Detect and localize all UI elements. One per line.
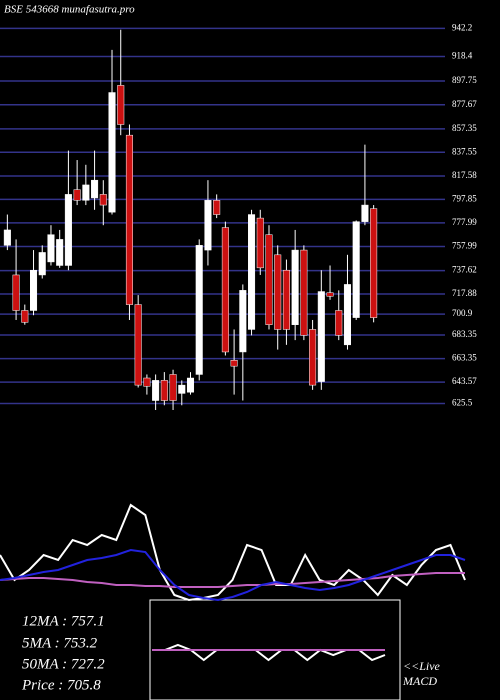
candle-body (82, 184, 90, 201)
candle-body (108, 92, 116, 213)
y-tick-label: 857.35 (452, 123, 477, 133)
candle-body (3, 229, 11, 246)
y-tick-label: 777.99 (452, 217, 477, 227)
candle-body (64, 194, 72, 266)
candle-body (213, 200, 221, 215)
candle-body (117, 85, 125, 125)
y-tick-label: 797.85 (452, 193, 477, 203)
candle-body (47, 234, 55, 263)
candle-body (370, 208, 378, 318)
candle-body (134, 304, 142, 386)
y-tick-label: 757.99 (452, 241, 477, 251)
candle-body (143, 377, 151, 387)
candle-body (186, 377, 195, 393)
candle-body (239, 290, 247, 353)
y-tick-label: 737.62 (452, 265, 477, 275)
stat: 5MA : 753.2 (22, 635, 98, 651)
candle-body (274, 254, 282, 330)
candle-body (256, 217, 264, 269)
y-tick-label: 683.35 (452, 329, 477, 339)
y-tick-label: 837.55 (452, 146, 477, 156)
stat: 50MA : 727.2 (22, 656, 105, 672)
y-tick-label: 897.75 (452, 75, 477, 85)
candle-body (99, 194, 107, 206)
y-tick-label: 877.67 (452, 99, 477, 109)
chart-title: BSE 543668 munafasutra.pro (4, 4, 135, 16)
candle-body (21, 310, 29, 323)
y-tick-label: 817.58 (452, 170, 477, 180)
macd-label: MACD (402, 674, 437, 688)
y-tick-label: 918.4 (452, 51, 473, 61)
candle-body (265, 234, 273, 325)
candle-body (221, 227, 229, 353)
y-tick-label: 942.2 (452, 22, 472, 32)
candle-body (352, 221, 360, 318)
candle-body (343, 284, 351, 346)
candle-body (317, 291, 325, 382)
candle-body (160, 380, 168, 401)
y-tick-label: 663.35 (452, 353, 477, 363)
candle-body (204, 200, 212, 251)
y-tick-label: 643.57 (452, 376, 477, 386)
indicator-line (0, 572, 465, 588)
stat: 12MA : 757.1 (22, 613, 105, 629)
candle-body (326, 292, 334, 297)
indicator-line (0, 548, 466, 602)
candle-body (178, 384, 186, 394)
y-tick-label: 700.9 (452, 308, 473, 318)
candle-body (361, 204, 369, 222)
macd-label: <<Live (403, 659, 441, 673)
candle-body (30, 269, 38, 311)
indicator-line (0, 503, 466, 602)
candle-body (230, 359, 238, 367)
candle-body (125, 134, 133, 305)
candle-body (309, 329, 317, 386)
macd-box (149, 599, 401, 700)
candle-body (169, 374, 177, 401)
candle-body (56, 239, 64, 266)
stat: Price : 705.8 (21, 677, 101, 693)
candle-body (300, 249, 308, 336)
candle-body (291, 249, 299, 325)
candle-body (248, 214, 256, 330)
y-tick-label: 625.5 (452, 398, 473, 408)
candle-body (335, 310, 343, 336)
candle-body (195, 245, 203, 375)
candle-body (152, 380, 160, 401)
candle-body (12, 274, 20, 311)
candle-body (38, 252, 46, 276)
candle-body (91, 179, 99, 199)
candle-body (73, 189, 81, 201)
candle-body (282, 269, 290, 330)
y-tick-label: 717.88 (452, 288, 477, 298)
